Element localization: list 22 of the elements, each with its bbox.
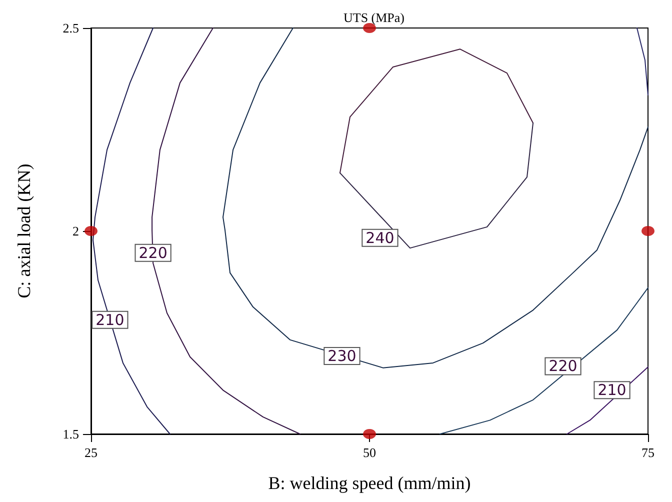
chart-title: UTS (MPa) (343, 10, 405, 25)
line-series (440, 287, 648, 434)
annotation: 210 (598, 381, 626, 400)
annotation: 220 (138, 244, 168, 262)
y-tick-label: 2.5 (62, 20, 79, 36)
point (84, 226, 98, 236)
x-tick-label: 25 (84, 445, 98, 460)
y-axis-title: C: axial load (KN) (14, 164, 34, 298)
annotation: 220 (548, 357, 578, 376)
annotation: 240 (366, 228, 394, 247)
x-axis-title: B: welding speed (mm/min) (268, 473, 471, 493)
y-tick-label: 1.5 (62, 426, 79, 442)
point (363, 23, 376, 33)
point (363, 429, 376, 439)
annotation: 210 (96, 310, 124, 329)
line-series (339, 122, 534, 249)
annotation: 230 (328, 347, 356, 366)
x-tick-label: 50 (363, 445, 376, 460)
point (642, 226, 654, 236)
y-tick-label: 2 (72, 224, 79, 238)
x-tick-label: 75 (642, 445, 654, 460)
line-series (339, 48, 534, 174)
